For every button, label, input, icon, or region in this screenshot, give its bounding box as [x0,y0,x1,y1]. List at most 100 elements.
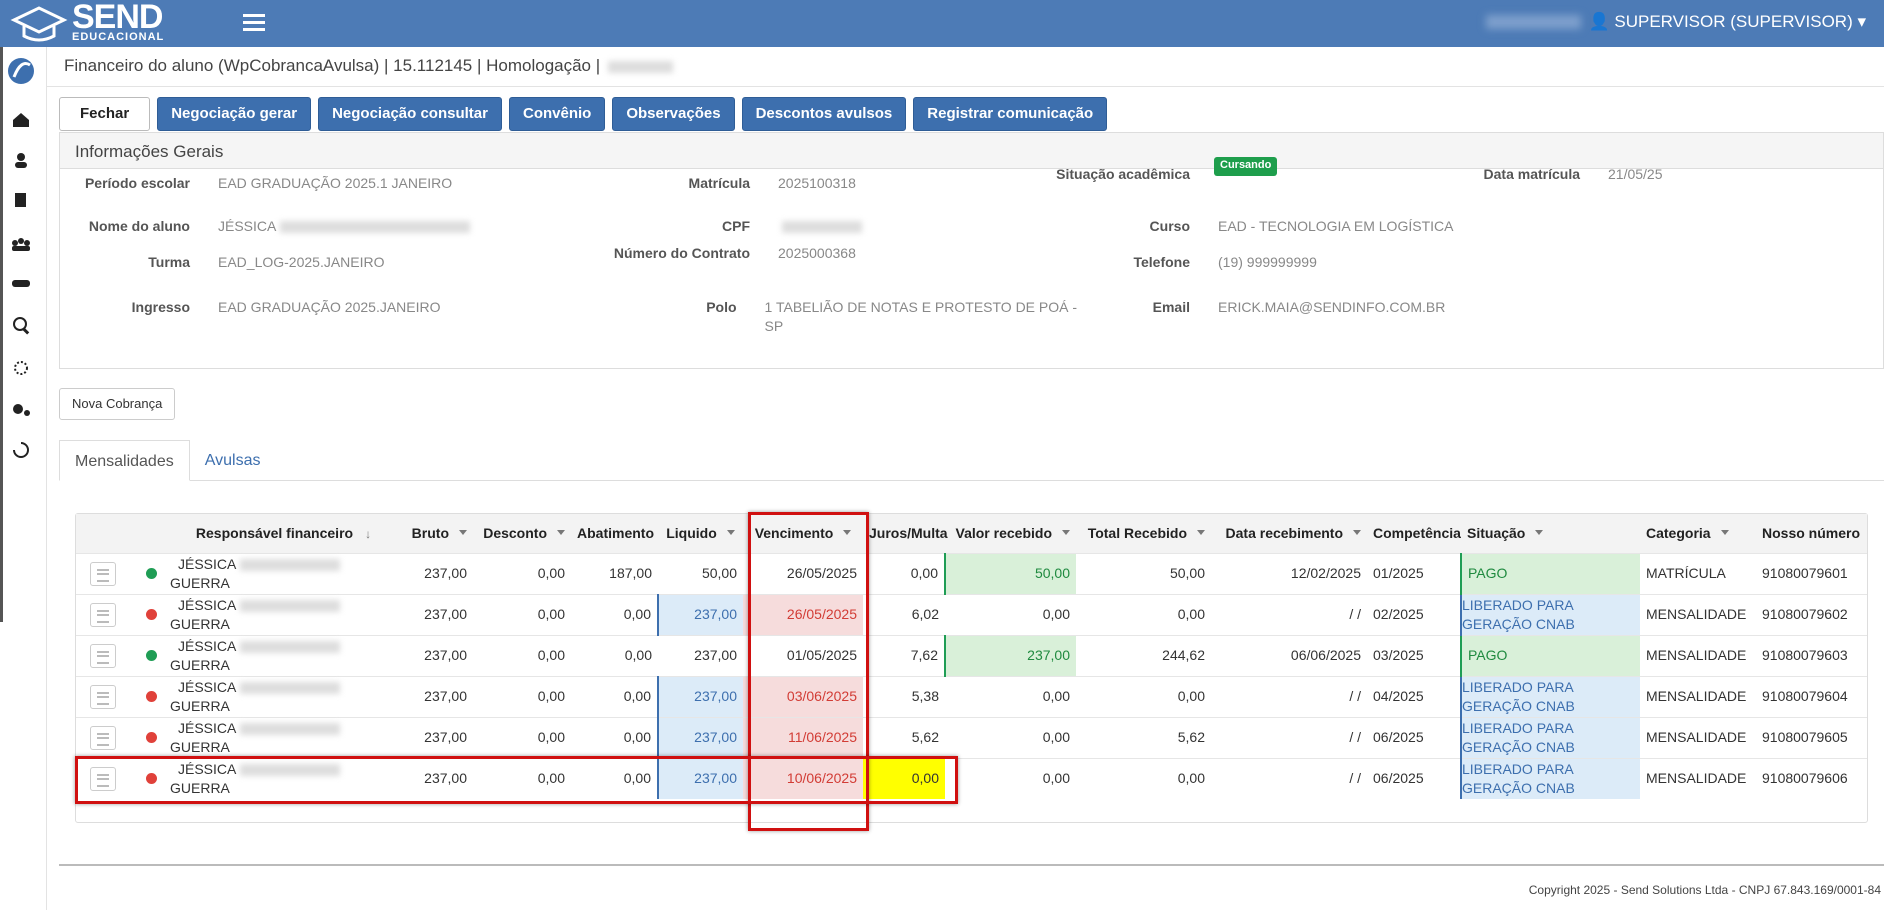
header-label[interactable]: Situação [1467,525,1543,541]
cell: LIBERADO PARA GERAÇÃO CNAB [1460,757,1640,799]
action-button[interactable]: Fechar [59,97,151,131]
cell: 237,00 [944,634,1076,676]
charges-table: Responsável financeiro Bruto Desconto Abati… [76,514,1867,799]
header-label[interactable]: Liquido [666,525,735,541]
cell: 7,62 [863,634,945,676]
table-box: Responsável financeiro Bruto Desconto Abati… [75,513,1868,823]
header-label: Juros/Multa [869,525,948,542]
user-name[interactable]: SUPERVISOR (SUPERVISOR) [1614,12,1853,31]
cell: PAGO [1460,552,1640,594]
header-cell[interactable]: Vencimento [743,514,863,553]
header-cell: Abatimento [571,514,658,553]
cell: 237,00 [658,634,743,676]
cell: 237,00 [401,593,473,635]
cell [76,757,166,799]
table-row: JÉSSICA GUERRA 237,00 0,00 0,00 237,00 26/05/2… [76,593,1867,635]
cell: 91080079602 [1756,593,1867,635]
header-cell[interactable]: Data recebimento [1211,514,1367,553]
header-cell: Juros/Multa [863,514,948,553]
breadcrumb: Financeiro do aluno (WpCobrancaAvulsa) |… [64,56,674,76]
name: JÉSSICA [178,678,237,695]
menu-toggle[interactable] [243,12,265,34]
action-button[interactable]: Registrar comunicação [913,97,1108,131]
name-line: JÉSSICA [166,719,395,738]
header-cell[interactable]: Total Recebido [1076,514,1211,553]
field-value [750,217,862,236]
status-dot [146,608,157,620]
cell: 06/2025 [1367,757,1461,799]
header-label[interactable]: Data recebimento [1226,525,1361,541]
name-line: JÉSSICA [166,637,395,656]
row-menu[interactable] [90,602,116,627]
header-cell[interactable]: Valor recebido [945,514,1076,553]
cell: JÉSSICA GUERRA [166,675,401,717]
header-label[interactable]: Desconto [483,525,565,541]
action-button[interactable]: Observações [612,97,735,131]
field-value: JÉSSICA [190,217,471,236]
cell: 26/05/2025 [743,593,863,635]
row-menu[interactable] [90,684,116,709]
name: JÉSSICA [178,596,237,613]
field-label: Situação acadêmica [1056,166,1190,182]
cell: 0,00 [473,716,571,758]
header-cell[interactable]: Desconto [473,514,571,553]
name: JÉSSICA [178,555,237,572]
header-cell[interactable]: Liquido [658,514,743,553]
field-value: EAD GRADUAÇÃO 2025.JANEIRO [218,299,441,315]
field-label: Matrícula [688,175,750,191]
header-cell: Nosso número [1756,514,1867,553]
cell: 0,00 [571,716,658,758]
header-cell[interactable]: Responsável financeiro [166,514,401,553]
highlight-box [75,756,958,804]
header-label[interactable]: Responsável financeiro [196,525,371,541]
row-menu[interactable] [90,766,116,791]
field-label: Data matrícula [1483,166,1580,182]
cell: 237,00 [657,675,743,717]
name-line: GUERRA [170,779,230,796]
row-menu[interactable] [90,643,116,668]
cell: 0,00 [945,757,1076,799]
tab[interactable]: Avulsas [204,452,261,469]
field: Email ERICK.MAIA@SENDINFO.COM.BR [950,298,1510,317]
cell: 06/2025 [1367,716,1461,758]
header-label[interactable]: Bruto [412,525,467,541]
blurred [782,221,862,234]
cell [76,634,166,676]
tab[interactable]: Mensalidades [59,440,190,481]
status-dot [146,772,157,784]
action-button[interactable]: Negociação consultar [318,97,502,131]
cell: 91080079606 [1756,757,1867,799]
blurred [608,60,674,73]
row-menu[interactable] [90,561,116,586]
field-label: Turma [148,254,190,270]
action-button[interactable]: Descontos avulsos [741,97,907,131]
brand-sub: EDUCACIONAL [72,31,165,43]
cell: JÉSSICA GUERRA [166,552,401,594]
cell: / / [1211,757,1367,799]
field-value: ERICK.MAIA@SENDINFO.COM.BR [1218,299,1446,315]
user-menu[interactable]: 👤 SUPERVISOR (SUPERVISOR) ▾ [1588,12,1866,31]
field: Polo 1 TABELIÃO DE NOTAS E PROTESTO DE PO… [520,298,1080,336]
sidebar-icons [8,58,34,458]
footer-line [59,864,1884,866]
header-label[interactable]: Total Recebido [1088,525,1205,541]
header-cell[interactable]: Bruto [401,514,473,553]
field-value: 2025100318 [778,175,856,191]
header-cell[interactable]: Situação [1461,514,1640,553]
field-value: EAD GRADUAÇÃO 2025.1 JANEIRO [218,175,453,191]
new-charge-button[interactable]: Nova Cobrança [59,388,176,420]
field: Turma EAD_LOG-2025.JANEIRO [60,253,620,272]
header-cell[interactable]: Categoria [1640,514,1756,553]
header-label[interactable]: Vencimento [755,525,852,541]
header-label[interactable]: Valor recebido [956,525,1070,541]
row-menu[interactable] [90,725,116,750]
field-value: 21/05/25 [1608,166,1663,182]
panel-title: Informações Gerais [60,133,1883,169]
cell: 12/02/2025 [1211,552,1367,594]
field-label: Período escolar [84,175,190,191]
action-button[interactable]: Negociação gerar [157,97,312,131]
action-button[interactable]: Convênio [508,97,606,131]
header-label[interactable]: Categoria [1646,525,1729,541]
blurred [280,221,471,234]
table-row: JÉSSICA GUERRA 237,00 0,00 0,00 237,00 03/06/2… [76,675,1867,717]
